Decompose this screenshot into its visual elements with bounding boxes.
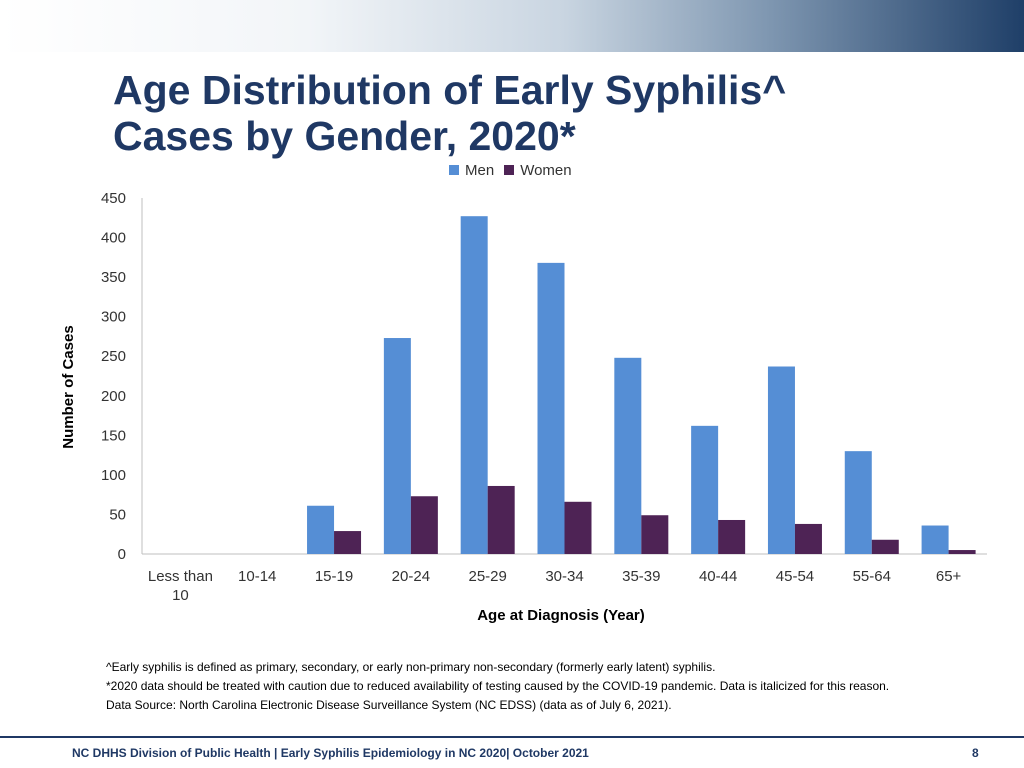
bar-women-45-54 [794, 523, 822, 554]
bar-women-55-64 [871, 539, 899, 554]
footnote-definition: ^Early syphilis is defined as primary, s… [106, 660, 716, 674]
x-axis-title: Age at Diagnosis (Year) [477, 607, 645, 624]
chart-legend: Men Women [449, 160, 582, 180]
x-tick-label: 15-19 [315, 568, 353, 585]
bar-men-65+ [921, 525, 949, 554]
y-tick-label: 250 [101, 348, 126, 365]
x-tick-label: 25-29 [468, 568, 506, 585]
y-tick-label: 200 [101, 388, 126, 405]
footnote-data-source: Data Source: North Carolina Electronic D… [106, 698, 672, 712]
x-tick-label: 40-44 [699, 568, 737, 585]
footer-divider [0, 736, 1024, 738]
y-axis-title: Number of Cases [60, 325, 77, 448]
bar-women-20-24 [410, 496, 438, 554]
bar-men-15-19 [307, 505, 335, 554]
bar-men-45-54 [767, 366, 795, 554]
x-tick-label: 10-14 [238, 568, 276, 585]
y-tick-label: 300 [101, 309, 126, 326]
y-tick-label: 150 [101, 427, 126, 444]
page-number: 8 [972, 746, 979, 760]
bar-women-25-29 [487, 485, 515, 554]
legend-item-men: Men [449, 162, 494, 179]
bar-women-35-39 [641, 515, 669, 554]
legend-swatch-women [504, 165, 515, 175]
y-tick-label: 450 [101, 190, 126, 207]
bar-men-55-64 [844, 451, 872, 554]
x-tick-label: 35-39 [622, 568, 660, 585]
slide-title-line-2: Cases by Gender, 2020* [113, 113, 576, 159]
slide-title: Age Distribution of Early Syphilis^ Case… [113, 67, 933, 159]
legend-swatch-men [449, 165, 459, 175]
x-tick-label: 30-34 [545, 568, 583, 585]
x-tick-label: 20-24 [392, 568, 430, 585]
legend-label-men: Men [465, 161, 495, 179]
footer-text: NC DHHS Division of Public Health | Earl… [72, 746, 589, 760]
y-tick-label: 400 [101, 230, 126, 247]
bar-men-20-24 [383, 338, 411, 554]
y-tick-label: 350 [101, 269, 126, 286]
bar-women-65+ [948, 550, 976, 554]
x-tick-label: 45-54 [776, 568, 814, 585]
header-gradient-band [0, 0, 1024, 52]
y-tick-label: 50 [109, 506, 126, 523]
bar-women-40-44 [718, 519, 746, 554]
bar-women-30-34 [564, 501, 592, 554]
x-tick-label: Less than 10 [148, 568, 213, 604]
slide-title-line-1: Age Distribution of Early Syphilis^ [113, 67, 787, 113]
bar-men-35-39 [614, 357, 642, 554]
legend-label-women: Women [520, 161, 572, 179]
legend-item-women: Women [504, 161, 572, 179]
x-tick-label: 65+ [936, 568, 962, 585]
y-tick-label: 0 [118, 546, 126, 563]
y-tick-label: 100 [101, 467, 126, 484]
bar-men-25-29 [460, 216, 488, 554]
bar-women-15-19 [334, 531, 362, 554]
bar-men-30-34 [537, 262, 565, 554]
bar-chart: 0 50 100 150 200 250 300 350 400 450 Less than 10 10… [60, 190, 987, 624]
x-tick-label: 55-64 [853, 568, 891, 585]
footnotes: ^Early syphilis is defined as primary, s… [106, 658, 986, 715]
footnote-covid-caution: *2020 data should be treated with cautio… [106, 679, 890, 693]
bar-men-40-44 [691, 425, 719, 554]
